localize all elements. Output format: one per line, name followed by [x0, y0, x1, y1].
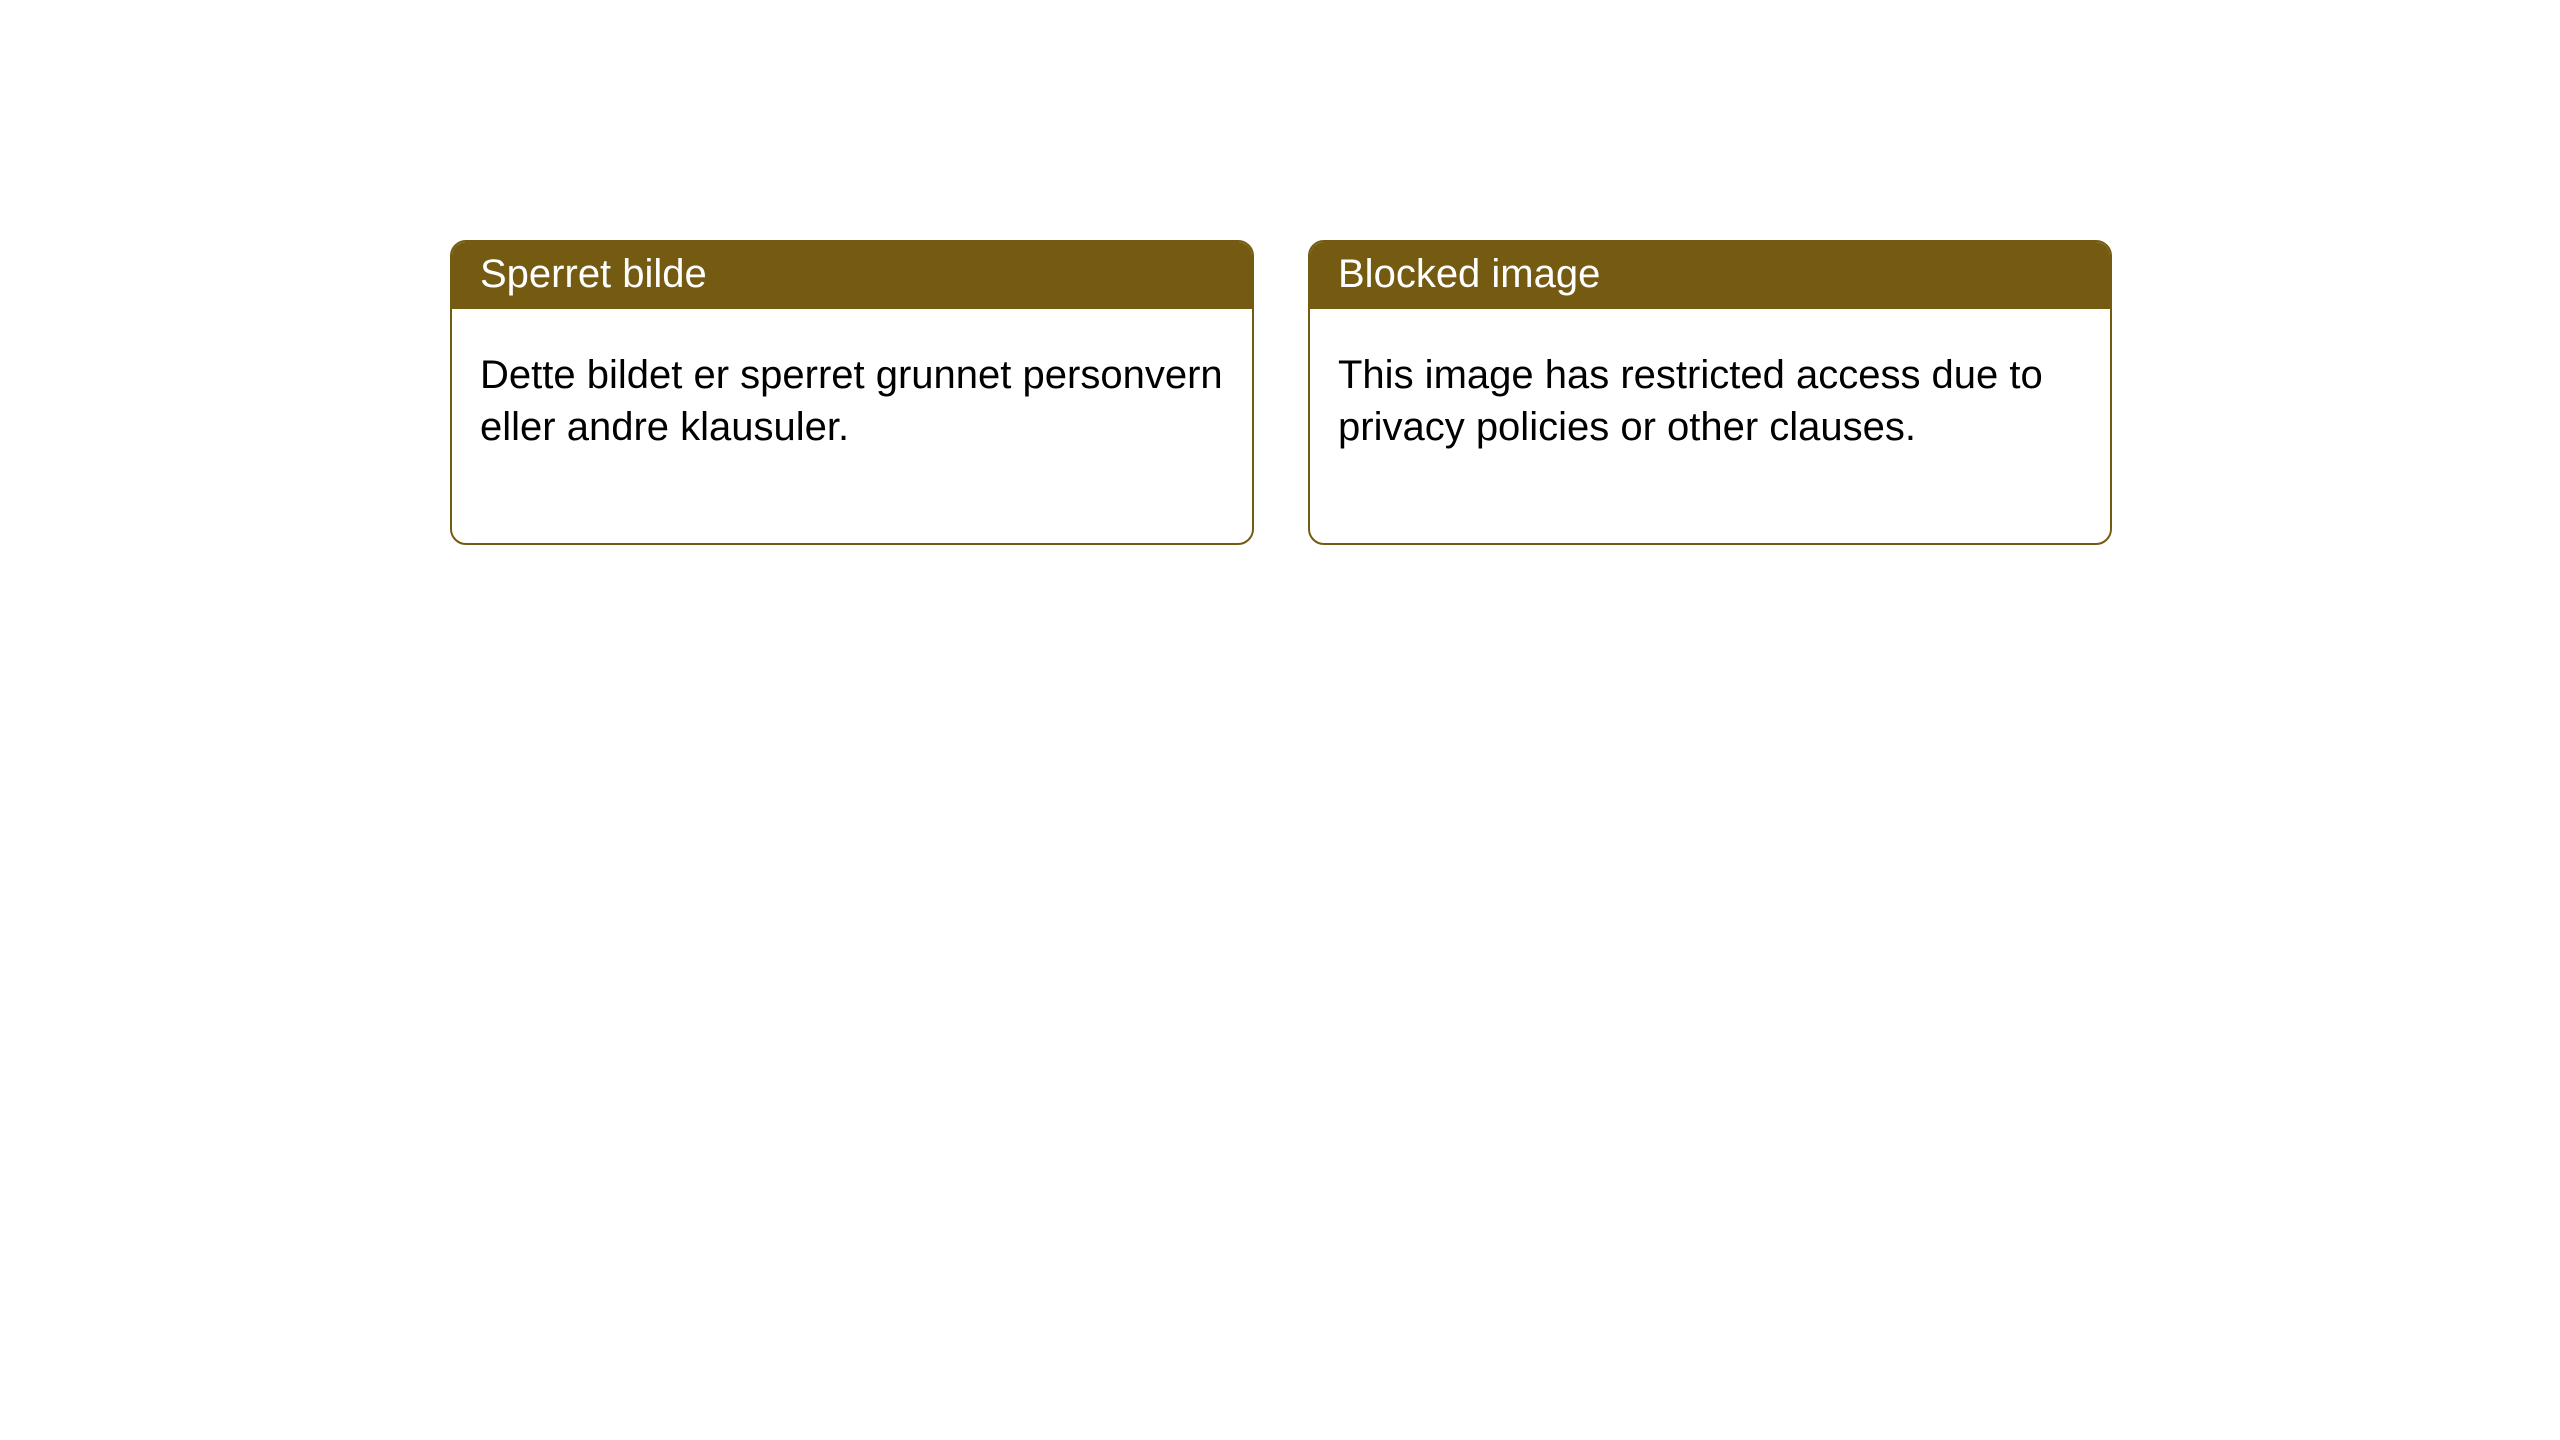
- notice-container: Sperret bilde Dette bildet er sperret gr…: [0, 0, 2560, 545]
- notice-header: Sperret bilde: [452, 242, 1252, 309]
- notice-card-english: Blocked image This image has restricted …: [1308, 240, 2112, 545]
- notice-body: Dette bildet er sperret grunnet personve…: [452, 309, 1252, 543]
- notice-body: This image has restricted access due to …: [1310, 309, 2110, 543]
- notice-card-norwegian: Sperret bilde Dette bildet er sperret gr…: [450, 240, 1254, 545]
- notice-header: Blocked image: [1310, 242, 2110, 309]
